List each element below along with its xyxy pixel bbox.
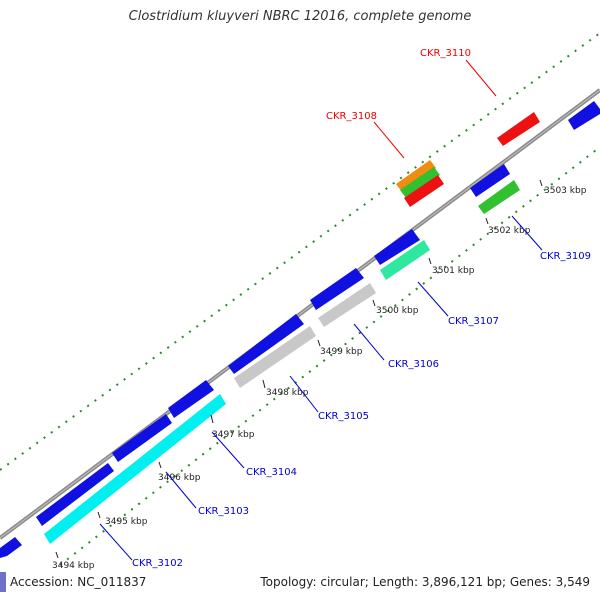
gene-block[interactable]	[400, 167, 440, 198]
gene-block[interactable]	[36, 463, 114, 526]
leader-line	[465, 59, 497, 97]
tick-mark	[97, 511, 101, 519]
gene-block[interactable]	[380, 240, 430, 280]
gene-block[interactable]	[168, 380, 214, 418]
gene-block[interactable]	[228, 314, 304, 374]
leader-line	[353, 323, 385, 361]
gene-block[interactable]	[0, 537, 22, 558]
gene-block[interactable]	[374, 229, 420, 265]
gene-block[interactable]	[112, 414, 172, 462]
tick-mark	[158, 461, 162, 469]
tick-mark	[317, 339, 321, 347]
accession-label: Accession: NC_011837	[10, 575, 147, 589]
gene-block[interactable]	[478, 180, 520, 214]
leader-line	[373, 121, 405, 159]
outer-dotted-track	[0, 32, 600, 471]
leader-line	[417, 281, 449, 317]
leader-line	[99, 523, 133, 561]
gene-block[interactable]	[310, 268, 364, 310]
tick-mark	[428, 257, 432, 265]
tick-mark	[485, 217, 489, 225]
genome-backbone-highlight	[0, 89, 600, 539]
tick-label: 3496 kbp	[158, 473, 201, 483]
gene-block[interactable]	[568, 101, 600, 130]
gene-block[interactable]	[497, 112, 540, 146]
gene-label[interactable]: CKR_3107	[448, 316, 499, 327]
gene-label[interactable]: CKR_3106	[388, 359, 439, 370]
tick-label: 3502 kbp	[488, 226, 531, 236]
leader-line	[289, 375, 319, 413]
tick-label: 3494 kbp	[52, 561, 95, 571]
gene-block[interactable]	[396, 160, 436, 192]
gene-label[interactable]: CKR_3109	[540, 251, 591, 262]
tick-label: 3495 kbp	[105, 517, 148, 527]
tick-mark	[372, 299, 376, 307]
tick-label: 3500 kbp	[376, 306, 419, 316]
gene-label[interactable]: CKR_3104	[246, 467, 297, 478]
genome-summary: Topology: circular; Length: 3,896,121 bp…	[260, 575, 590, 589]
tick-label: 3501 kbp	[432, 266, 475, 276]
tick-mark	[210, 414, 214, 424]
gene-block[interactable]	[318, 283, 376, 327]
gene-block[interactable]	[44, 394, 226, 544]
tick-mark	[262, 379, 266, 389]
gene-block[interactable]	[234, 326, 316, 388]
leader-line	[211, 431, 245, 469]
gene-label[interactable]: CKR_3105	[318, 411, 369, 422]
tick-label: 3498 kbp	[266, 388, 309, 398]
tick-label: 3503 kbp	[544, 186, 587, 196]
leader-line	[165, 471, 197, 509]
tick-mark	[539, 179, 543, 187]
gene-label[interactable]: CKR_3102	[132, 558, 183, 569]
legend-swatch	[0, 572, 6, 592]
gene-label[interactable]: CKR_3103	[198, 506, 249, 517]
tick-label: 3499 kbp	[320, 347, 363, 357]
gene-block[interactable]	[470, 164, 510, 197]
tick-label: 3497 kbp	[212, 430, 255, 440]
leader-line	[511, 215, 543, 251]
gene-label[interactable]: CKR_3110	[420, 48, 471, 59]
map-title: Clostridium kluyveri NBRC 12016, complet…	[128, 9, 472, 24]
gene-label[interactable]: CKR_3108	[326, 111, 377, 122]
tick-mark	[55, 551, 59, 559]
gene-block[interactable]	[404, 175, 444, 207]
